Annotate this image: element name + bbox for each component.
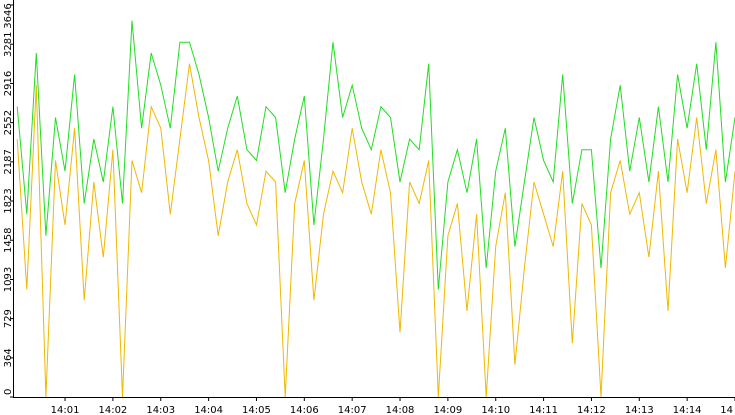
y-tick-label: 729 bbox=[3, 309, 14, 328]
y-tick-label: 2187 bbox=[3, 149, 14, 174]
y-tick-label: 1823 bbox=[3, 188, 14, 213]
x-tick-label: 14:04 bbox=[194, 405, 223, 415]
x-tick-label: 14:12 bbox=[577, 405, 606, 415]
x-tick-label: 14:10 bbox=[481, 405, 510, 415]
x-tick-label: 14:11 bbox=[529, 405, 558, 415]
x-tick-label: 14:01 bbox=[51, 405, 80, 415]
x-tick-label: 14:03 bbox=[146, 405, 175, 415]
y-tick-label: 2916 bbox=[3, 71, 14, 96]
y-tick-label: 1093 bbox=[3, 267, 14, 292]
x-tick-label: 14:02 bbox=[98, 405, 127, 415]
y-tick-label: 364 bbox=[3, 348, 14, 367]
series-line bbox=[16, 20, 735, 290]
y-tick-label: 1458 bbox=[3, 228, 14, 253]
x-tick-label: 14:13 bbox=[625, 405, 654, 415]
series-line bbox=[16, 63, 735, 398]
x-tick-label: 14:07 bbox=[338, 405, 367, 415]
x-tick-label: 14:05 bbox=[242, 405, 271, 415]
y-tick-label: 0 bbox=[3, 389, 14, 395]
x-tick-label: 14:08 bbox=[386, 405, 415, 415]
y-tick-label: 3646 bbox=[3, 3, 14, 28]
x-tick-label: 14:09 bbox=[433, 405, 462, 415]
x-tick-label: 14:14 bbox=[673, 405, 702, 415]
y-tick-label: 2552 bbox=[3, 110, 14, 135]
x-tick-label: 14 bbox=[720, 405, 733, 415]
y-tick-label: 3281 bbox=[3, 32, 14, 57]
x-tick-label: 14:06 bbox=[290, 405, 319, 415]
